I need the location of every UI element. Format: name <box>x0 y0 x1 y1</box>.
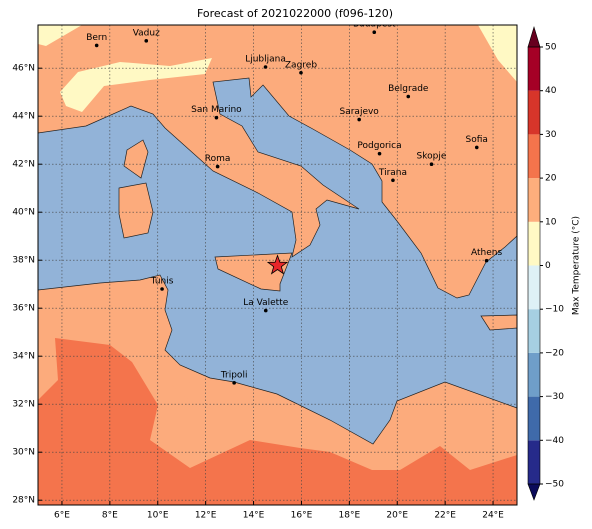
colorbar-tick-label: 50 <box>545 43 557 53</box>
colorbar-tick-label: 30 <box>545 130 557 140</box>
colorbar-tick-label: −30 <box>545 392 564 402</box>
x-tick-label: 18°E <box>339 511 361 521</box>
x-tick-label: 10°E <box>147 511 169 521</box>
city-dot <box>406 94 411 99</box>
y-tick-label: 44°N <box>12 112 35 122</box>
city-dot <box>474 145 479 150</box>
city-label: La Valette <box>243 298 288 308</box>
colorbar-tick-label: −40 <box>545 436 564 446</box>
africa-mild <box>172 380 300 430</box>
city-dot <box>263 65 268 69</box>
city-dot <box>377 151 382 156</box>
north-west-cool <box>38 25 82 46</box>
forecast-point <box>266 254 289 275</box>
colorbar-band <box>528 440 540 484</box>
city-dot <box>372 30 377 34</box>
city-label: Athens <box>471 248 502 258</box>
colorbar-band <box>528 134 540 179</box>
city-label: San Marino <box>191 105 242 115</box>
city-label: Tunis <box>150 277 174 287</box>
colorbar-band <box>528 352 540 397</box>
colorbar-extend-high <box>527 25 541 48</box>
plot-frame <box>37 24 518 506</box>
city-label: Roma <box>205 154 231 164</box>
colorbar-label: Max Temperature (°C) <box>572 216 582 315</box>
city-label: Sofia <box>466 135 488 145</box>
city-label: Tripoli <box>220 370 248 380</box>
x-tick-label: 6°E <box>54 511 70 521</box>
city-label: Sarajevo <box>340 107 380 117</box>
colorbar-extend-low <box>527 483 541 501</box>
colorbar-band <box>528 178 540 222</box>
y-tick-label: 36°N <box>12 304 35 314</box>
y-tick-label: 32°N <box>12 400 35 410</box>
colorbar-band <box>528 396 540 441</box>
city-label: Belgrade <box>388 84 429 94</box>
sardinia <box>118 182 154 239</box>
city-label: Skopje <box>417 152 447 162</box>
colorbar-tick-label: 10 <box>545 217 557 227</box>
colorbar-tick-label: −50 <box>545 480 564 490</box>
colorbar-band <box>528 90 540 135</box>
x-tick-label: 12°E <box>195 511 217 521</box>
colorbar-tick-label: −20 <box>545 348 564 358</box>
y-tick-label: 38°N <box>12 256 35 266</box>
y-tick-label: 40°N <box>12 208 35 218</box>
city-dot <box>299 70 303 75</box>
colorbar-band <box>528 47 540 91</box>
x-tick-label: 22°E <box>434 511 456 521</box>
north-east-cool <box>478 25 517 82</box>
y-tick-label: 34°N <box>12 352 35 362</box>
title: Forecast of 2021022000 (f096-120) <box>197 7 393 20</box>
city-dot <box>484 258 489 263</box>
city-label: Zagreb <box>285 60 317 70</box>
city-dot <box>263 308 268 313</box>
colorbar-band <box>528 309 540 353</box>
city-label: Vaduz <box>133 28 160 38</box>
colorbar-band <box>528 265 540 310</box>
city-dot <box>215 164 220 169</box>
crete <box>480 314 517 331</box>
colorbar-tick-label: 0 <box>545 261 551 271</box>
city-label: Ljubljana <box>245 55 286 65</box>
city-dot <box>429 162 434 166</box>
city-dot <box>94 43 99 48</box>
y-tick-label: 30°N <box>12 448 35 458</box>
grid <box>38 25 517 505</box>
y-tick-label: 42°N <box>12 160 35 170</box>
colorbar-tick-label: −10 <box>545 305 564 315</box>
city-dot <box>232 381 236 385</box>
city-dot <box>214 115 219 120</box>
colorbar-tick-label: 20 <box>545 174 557 184</box>
city-label: Bern <box>86 33 107 43</box>
colorbar: −50 −40 −30 −20 −10 0 10 20 30 40 50 Max Temperatur… <box>527 25 582 501</box>
alps-cool <box>60 58 212 112</box>
axes: 6°E 8°E 10°E 12°E 14°E 16°E 18°E 20°E 22°E 24°E 28… <box>12 64 504 521</box>
colorbar-tick-label: 40 <box>545 86 557 96</box>
city-dot <box>160 287 164 291</box>
corsica <box>123 139 149 179</box>
y-tick-label: 46°N <box>12 64 35 74</box>
city-dot <box>357 117 361 122</box>
x-tick-label: 8°E <box>102 511 118 521</box>
x-tick-label: 16°E <box>291 511 313 521</box>
x-tick-label: 24°E <box>482 511 504 521</box>
city-label: Tirana <box>378 168 407 178</box>
colorbar-band <box>528 221 540 266</box>
x-tick-label: 20°E <box>386 511 408 521</box>
city-label: Podgorica <box>357 141 401 151</box>
europe <box>38 25 517 299</box>
city-dot <box>144 39 149 43</box>
city-label: Budapest <box>353 20 396 30</box>
city-dot <box>391 178 395 183</box>
y-tick-label: 28°N <box>12 496 35 506</box>
x-tick-label: 14°E <box>243 511 265 521</box>
